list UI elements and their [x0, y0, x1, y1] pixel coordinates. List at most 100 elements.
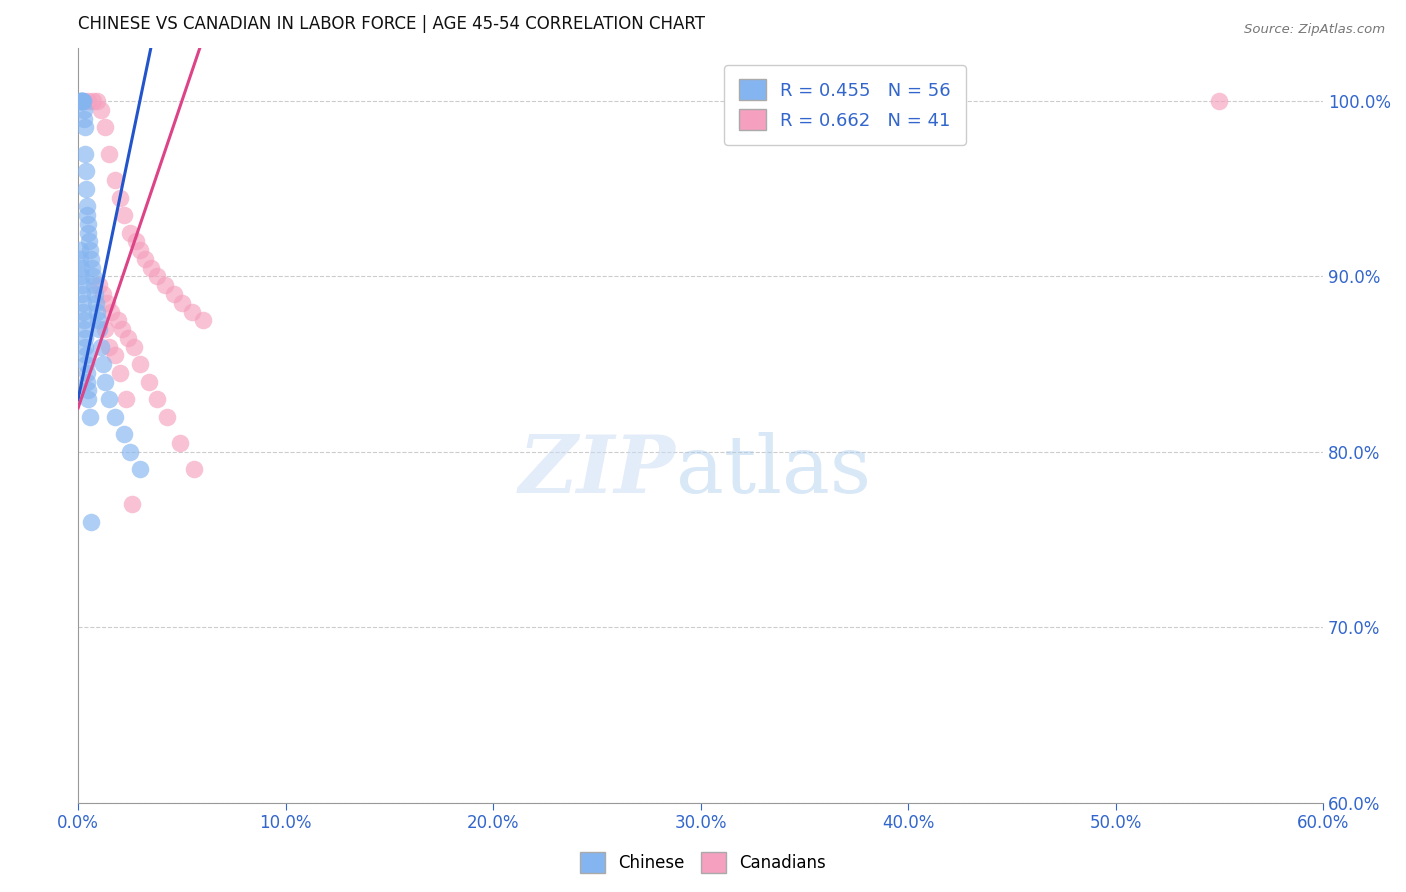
Point	[75, 357, 97, 371]
Point	[108, 366, 131, 380]
Point	[73, 313, 96, 327]
Point	[183, 462, 205, 476]
Point	[77, 94, 100, 108]
Point	[90, 103, 112, 117]
Point	[91, 357, 114, 371]
Point	[70, 94, 93, 108]
Point	[87, 322, 110, 336]
Point	[77, 226, 100, 240]
Point	[155, 278, 177, 293]
Point	[77, 217, 100, 231]
Point	[73, 322, 96, 336]
Point	[69, 260, 91, 275]
Point	[118, 226, 141, 240]
Point	[129, 357, 152, 371]
Point	[121, 498, 143, 512]
Point	[129, 243, 152, 257]
Point	[80, 260, 103, 275]
Point	[134, 252, 156, 266]
Point	[73, 112, 96, 126]
Point	[76, 375, 98, 389]
Point	[91, 287, 114, 301]
Text: CHINESE VS CANADIAN IN LABOR FORCE | AGE 45-54 CORRELATION CHART: CHINESE VS CANADIAN IN LABOR FORCE | AGE…	[79, 15, 706, 33]
Point	[79, 409, 101, 424]
Point	[181, 304, 204, 318]
Point	[70, 269, 93, 284]
Point	[87, 278, 110, 293]
Point	[104, 409, 127, 424]
Point	[72, 304, 94, 318]
Point	[69, 94, 91, 108]
Point	[94, 322, 117, 336]
Point	[72, 94, 94, 108]
Point	[76, 366, 98, 380]
Point	[73, 103, 96, 117]
Point	[72, 287, 94, 301]
Point	[169, 436, 191, 450]
Point	[111, 322, 134, 336]
Point	[104, 173, 127, 187]
Point	[83, 287, 105, 301]
Point	[82, 94, 104, 108]
Point	[115, 392, 138, 407]
Point	[69, 252, 91, 266]
Point	[75, 182, 97, 196]
Point	[90, 340, 112, 354]
Point	[72, 94, 94, 108]
Point	[77, 384, 100, 398]
Point	[75, 348, 97, 362]
Point	[75, 340, 97, 354]
Point	[86, 304, 108, 318]
Point	[82, 269, 104, 284]
Point	[117, 331, 139, 345]
Point	[125, 235, 148, 249]
Legend: Chinese, Canadians: Chinese, Canadians	[574, 846, 832, 880]
Point	[75, 146, 97, 161]
Point	[98, 146, 121, 161]
Point	[122, 340, 145, 354]
Point	[112, 427, 135, 442]
Point	[139, 260, 162, 275]
Point	[73, 331, 96, 345]
Point	[191, 313, 214, 327]
Point	[83, 278, 105, 293]
Point	[100, 304, 122, 318]
Point	[170, 295, 193, 310]
Point	[77, 392, 100, 407]
Point	[98, 392, 121, 407]
Point	[156, 409, 179, 424]
Point	[94, 375, 117, 389]
Point	[162, 287, 184, 301]
Point	[79, 515, 101, 529]
Point	[77, 235, 100, 249]
Point	[79, 252, 101, 266]
Point	[70, 278, 93, 293]
Point	[79, 243, 101, 257]
Point	[76, 208, 98, 222]
Point	[107, 313, 129, 327]
Point	[69, 243, 91, 257]
Point	[73, 120, 96, 135]
Text: ZIP: ZIP	[519, 432, 676, 509]
Point	[70, 94, 93, 108]
Point	[84, 295, 107, 310]
Point	[72, 94, 94, 108]
Text: Source: ZipAtlas.com: Source: ZipAtlas.com	[1244, 23, 1385, 37]
Legend: R = 0.455   N = 56, R = 0.662   N = 41: R = 0.455 N = 56, R = 0.662 N = 41	[724, 65, 966, 145]
Point	[1208, 94, 1230, 108]
Point	[108, 190, 131, 204]
Point	[76, 199, 98, 213]
Point	[86, 94, 108, 108]
Point	[112, 208, 135, 222]
Point	[138, 375, 160, 389]
Point	[118, 445, 141, 459]
Point	[72, 295, 94, 310]
Point	[69, 94, 91, 108]
Point	[146, 269, 169, 284]
Point	[98, 340, 121, 354]
Point	[146, 392, 169, 407]
Point	[94, 120, 117, 135]
Text: atlas: atlas	[676, 432, 870, 509]
Point	[129, 462, 152, 476]
Point	[96, 295, 118, 310]
